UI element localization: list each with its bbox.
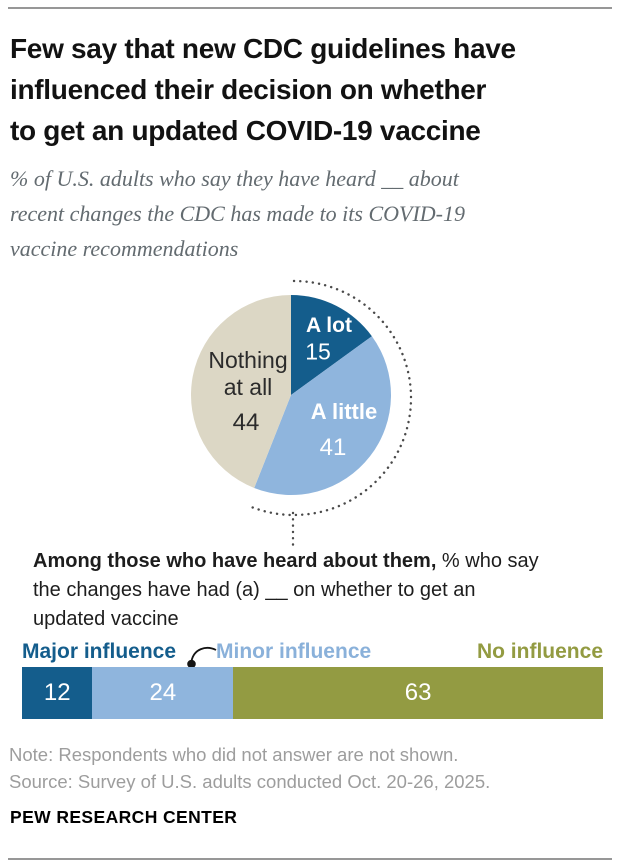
stacked-bar-chart: 12 24 63 [22,667,603,719]
top-divider [8,7,612,9]
legend-label-major-influence: Major influence [22,640,177,663]
note-text: Note: Respondents who did not answer are… [9,744,459,765]
intro-bold-text: Among those who have heard about them, [33,550,437,572]
pie-label-nothing-at-all: Nothing at all [208,347,287,401]
heard-annotation-dotted-arc [249,279,413,517]
title-line-2: influenced their decision on whether [10,74,487,105]
subtitle-line-3: vaccine recommendations [10,236,239,261]
pie-slice-a-lot [291,295,372,395]
source-text: Source: Survey of U.S. adults conducted … [9,771,491,792]
pie-label-nothing-line-2: at all [223,374,273,400]
pie-value-nothing-at-all: 44 [232,409,260,436]
pie-value-a-little: 41 [319,434,347,461]
intro-line-3: updated vaccine [33,608,179,630]
minor-influence-connector [187,647,217,669]
pie-slice-nothing-at-all [190,295,291,488]
intro-rest-line-1: % who say [436,550,539,572]
bar-segment-minor-influence: 24 [92,667,234,719]
title-line-1: Few say that new CDC guidelines have [10,33,516,64]
legend-label-no-influence: No influence [476,640,603,663]
connector-dot [187,659,196,669]
pie-chart [190,279,413,549]
bottom-divider [8,858,612,860]
subtitle-line-2: recent changes the CDC has made to its C… [10,201,466,226]
intro-line-2: the changes have had (a) __ on whether t… [33,579,476,601]
bar-section-intro: Among those who have heard about them, %… [33,547,593,634]
pie-label-nothing-line-1: Nothing [208,347,288,373]
bar-segment-major-influence: 12 [22,667,93,719]
bar-segment-value: 63 [404,679,432,706]
bar-segment-no-influence: 63 [233,667,603,719]
pie-label-a-little: A little [310,399,378,424]
subtitle-line-1: % of U.S. adults who say they have heard… [10,166,459,191]
legend-label-minor-influence: Minor influence [216,640,372,663]
pie-slice-a-little [254,336,392,496]
bar-segment-value: 12 [43,679,71,706]
chart-subtitle: % of U.S. adults who say they have heard… [10,161,610,266]
pew-research-center-wordmark: PEW RESEARCH CENTER [10,807,238,827]
pie-label-a-lot: A lot [306,314,352,337]
bar-segment-value: 24 [149,679,177,706]
title-line-3: to get an updated COVID-19 vaccine [10,115,481,146]
page-title: Few say that new CDC guidelines have inf… [10,28,610,151]
connector-curve [190,647,217,662]
pie-value-a-lot: 15 [305,338,331,365]
